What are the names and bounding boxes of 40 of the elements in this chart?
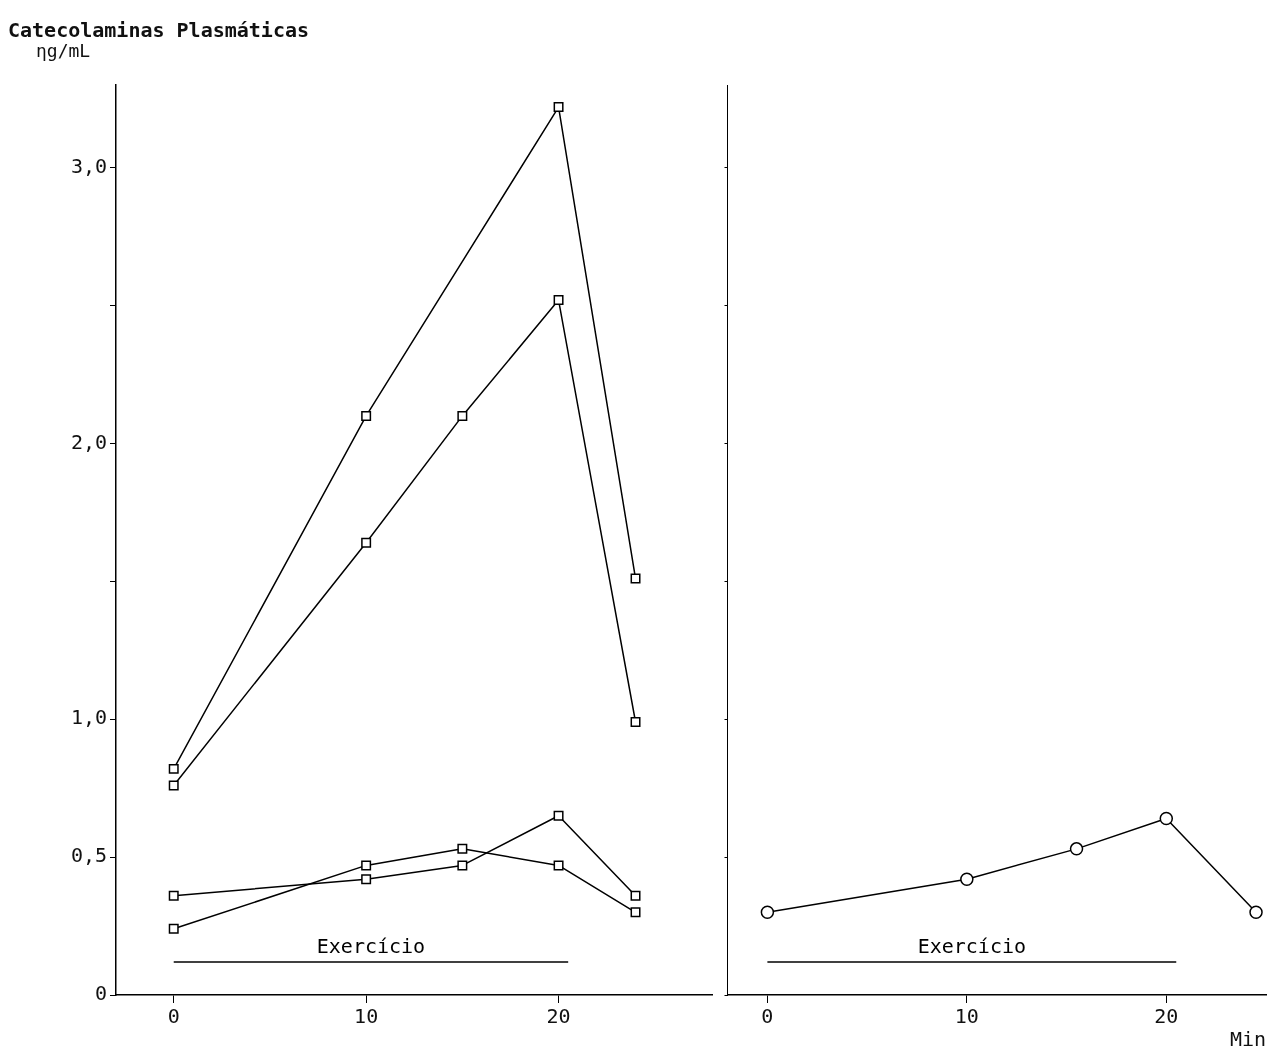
- point: [553, 295, 564, 306]
- point: [361, 860, 372, 871]
- point: [361, 537, 372, 548]
- y-tick-label: 0,5: [70, 843, 107, 868]
- y-axis-title: ηg/mL: [36, 40, 91, 61]
- point: [553, 860, 564, 871]
- chart-title: Catecolaminas Plasmáticas: [8, 18, 310, 42]
- point: [168, 763, 179, 774]
- x-tick-label: 20: [1154, 1004, 1179, 1029]
- series-label: Exercício: [917, 934, 1027, 959]
- point: [168, 923, 179, 934]
- point: [361, 410, 372, 421]
- point: [457, 843, 468, 854]
- point: [630, 890, 641, 901]
- y-tick-label: 3,0: [70, 153, 107, 178]
- point: [553, 102, 564, 113]
- point: [1069, 842, 1084, 856]
- point: [630, 573, 641, 584]
- y-tick-label: 0: [94, 981, 107, 1006]
- point: [630, 907, 641, 918]
- point: [553, 810, 564, 821]
- point: [960, 872, 974, 886]
- y-tick-label: 2,0: [70, 429, 107, 454]
- point: [168, 890, 179, 901]
- x-tick-label: 0: [761, 1004, 774, 1029]
- series-label: Exercício: [316, 934, 426, 959]
- x-axis-title: Min: [1229, 1027, 1266, 1052]
- point: [1249, 905, 1263, 920]
- point: [760, 905, 775, 920]
- x-tick-label: 10: [954, 1004, 979, 1029]
- point: [630, 717, 641, 727]
- x-tick-label: 10: [354, 1004, 379, 1029]
- point: [1159, 811, 1174, 826]
- y-tick-label: 1,0: [70, 705, 107, 730]
- point: [361, 874, 372, 885]
- point: [457, 410, 468, 421]
- point: [457, 860, 468, 871]
- x-tick-label: 0: [167, 1004, 180, 1029]
- point: [168, 780, 179, 791]
- x-tick-label: 20: [546, 1004, 571, 1029]
